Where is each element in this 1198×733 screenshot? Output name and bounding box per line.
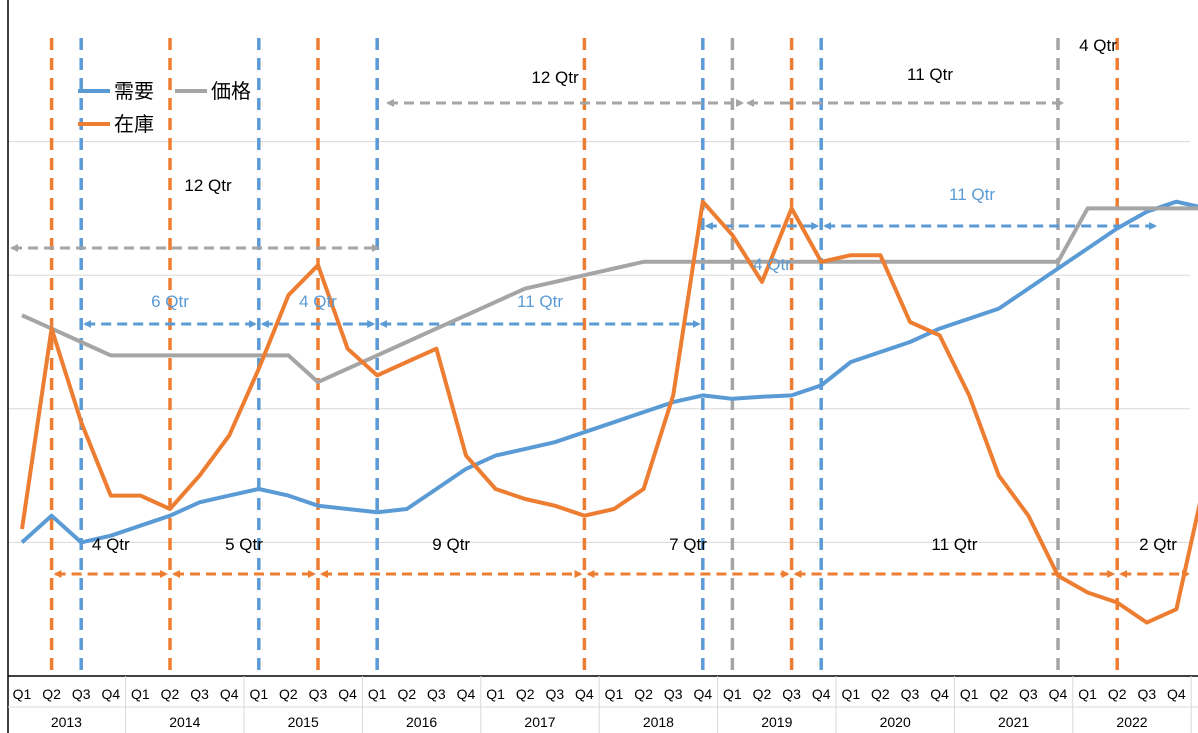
x-tick-label-quarter: Q1	[1078, 686, 1097, 702]
gray-interval-label: 4 Qtr	[1079, 36, 1117, 55]
x-tick-label-quarter: Q3	[545, 686, 564, 702]
x-tick-label-quarter: Q2	[989, 686, 1008, 702]
x-tick-label-quarter: Q1	[131, 686, 150, 702]
x-tick-label-quarter: Q1	[841, 686, 860, 702]
x-tick-label-quarter: Q4	[1167, 686, 1186, 702]
blue-interval-label: 11 Qtr	[949, 185, 995, 204]
x-tick-label-quarter: Q4	[693, 686, 712, 702]
x-tick-label-quarter: Q1	[249, 686, 268, 702]
orange-interval-label: 9 Qtr	[432, 535, 470, 554]
x-tick-label-quarter: Q4	[575, 686, 594, 702]
x-tick-label-quarter: Q2	[42, 686, 61, 702]
gray-interval-label: 12 Qtr	[184, 176, 232, 195]
x-tick-label-year: 2016	[406, 714, 437, 730]
orange-interval-label: 4 Qtr	[92, 535, 130, 554]
x-tick-label-year: 2014	[169, 714, 200, 730]
x-tick-label-quarter: Q2	[279, 686, 298, 702]
x-tick-label-quarter: Q4	[1049, 686, 1068, 702]
x-tick-label-quarter: Q4	[220, 686, 239, 702]
inventory-series-line	[20, 199, 1198, 625]
legend-label: 在庫	[114, 113, 154, 136]
blue-interval-label: 6 Qtr	[151, 292, 189, 311]
x-tick-label-quarter: Q1	[960, 686, 979, 702]
x-tick-label-year: 2018	[643, 714, 674, 730]
price-series-line	[21, 206, 1198, 385]
gray-interval-label: 11 Qtr	[907, 65, 953, 84]
legend-label: 需要	[114, 81, 154, 103]
x-tick-label-year: 2019	[761, 714, 792, 730]
orange-interval-label: 5 Qtr	[225, 535, 263, 554]
blue-interval-label: 4 Qtr	[753, 255, 791, 274]
x-tick-label-quarter: Q4	[930, 686, 949, 702]
blue-interval-label: 4 Qtr	[299, 292, 337, 311]
x-tick-label-year: 2021	[998, 714, 1029, 730]
x-tick-label-year: 2022	[1116, 714, 1147, 730]
x-tick-label-quarter: Q2	[753, 686, 772, 702]
x-tick-label-quarter: Q2	[634, 686, 653, 702]
legend-label: 価格	[211, 80, 251, 103]
x-tick-label-quarter: Q3	[782, 686, 801, 702]
x-tick-label-quarter: Q1	[605, 686, 624, 702]
x-tick-label-quarter: Q2	[1108, 686, 1127, 702]
x-tick-label-quarter: Q2	[516, 686, 535, 702]
x-tick-label-quarter: Q4	[101, 686, 120, 702]
x-tick-label-quarter: Q1	[723, 686, 742, 702]
x-tick-label-quarter: Q3	[309, 686, 328, 702]
x-tick-label-quarter: Q4	[812, 686, 831, 702]
x-tick-label-quarter: Q1	[13, 686, 32, 702]
demand-series-line	[20, 199, 1198, 545]
x-tick-label-quarter: Q2	[397, 686, 416, 702]
orange-interval-label: 2 Qtr	[1139, 535, 1177, 554]
x-tick-label-year: 2013	[51, 714, 82, 730]
orange-interval-label: 7 Qtr	[669, 535, 707, 554]
x-tick-label-year: 2015	[288, 714, 319, 730]
x-tick-label-year: 2017	[524, 714, 555, 730]
x-tick-label-quarter: Q3	[664, 686, 683, 702]
x-tick-label-quarter: Q3	[1137, 686, 1156, 702]
x-tick-label-quarter: Q3	[190, 686, 209, 702]
x-tick-label-quarter: Q4	[457, 686, 476, 702]
gray-interval-label: 12 Qtr	[531, 68, 579, 87]
x-tick-label-quarter: Q2	[871, 686, 890, 702]
x-tick-label-quarter: Q1	[368, 686, 387, 702]
blue-interval-label: 11 Qtr	[517, 292, 563, 311]
x-tick-label-year: 2020	[880, 714, 911, 730]
x-tick-label-quarter: Q1	[486, 686, 505, 702]
x-tick-label-quarter: Q4	[338, 686, 357, 702]
x-tick-label-quarter: Q3	[901, 686, 920, 702]
x-tick-label-quarter: Q3	[427, 686, 446, 702]
x-tick-label-quarter: Q2	[161, 686, 180, 702]
x-tick-label-quarter: Q3	[1019, 686, 1038, 702]
orange-interval-label: 11 Qtr	[931, 535, 977, 554]
x-tick-label-quarter: Q3	[72, 686, 91, 702]
